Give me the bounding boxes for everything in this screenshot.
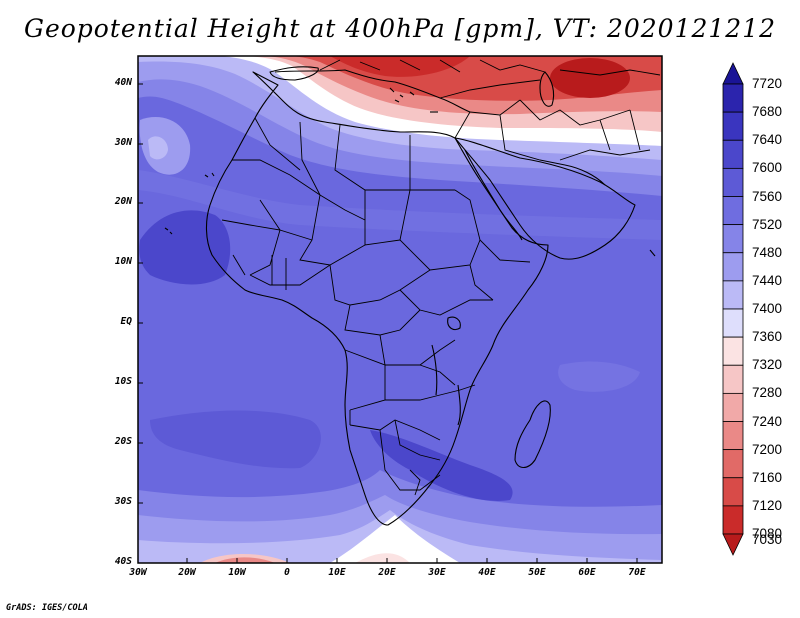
canaries — [204, 172, 215, 178]
colorbar-top-arrow — [722, 62, 744, 85]
coastlines — [164, 66, 656, 526]
lon-label-40e: 40E — [478, 567, 496, 578]
colorbar-segment — [722, 167, 744, 197]
light-patch-east — [558, 361, 640, 392]
band-warm4 — [330, 56, 470, 77]
colorbar-segment — [722, 364, 744, 394]
colorbar-label: 7640 — [752, 132, 783, 148]
colorbar-segment — [722, 196, 744, 226]
lat-label-eq: EQ — [120, 316, 132, 327]
colorbar-label: 7320 — [752, 357, 783, 373]
lon-label-20w: 20W — [178, 567, 196, 578]
lon-label-0: 0 — [284, 567, 290, 578]
lat-label-30s: 30S — [114, 496, 132, 507]
lon-label-20e: 20E — [378, 567, 396, 578]
lon-label-70e: 70E — [628, 567, 646, 578]
lake-victoria — [447, 316, 461, 331]
red-sea — [464, 149, 523, 241]
lon-label-10w: 10W — [228, 567, 246, 578]
lat-label-10n: 10N — [114, 256, 132, 267]
lon-label-30w: 30W — [129, 567, 147, 578]
caspian — [539, 71, 555, 107]
colorbar-label: 7520 — [752, 216, 783, 232]
colorbar — [722, 62, 744, 556]
colorbar-segment — [722, 308, 744, 338]
south-band-white — [330, 515, 460, 563]
colorbar-label: 7560 — [752, 188, 783, 204]
colorbar-segment — [722, 280, 744, 310]
lat-label-10s: 10S — [114, 376, 132, 387]
colorbar-segment — [722, 139, 744, 169]
axis-ticks — [138, 83, 638, 563]
colorbar-label: 7440 — [752, 272, 783, 288]
credit-text: GrADS: IGES/COLA — [6, 603, 88, 613]
colorbar-label: 7280 — [752, 385, 783, 401]
lat-label-40n: 40N — [114, 77, 132, 88]
colorbar-segment — [722, 505, 744, 535]
madagascar — [514, 400, 551, 469]
colorbar-segment — [722, 477, 744, 507]
mediterranean-north — [274, 69, 471, 113]
lon-label-10e: 10E — [328, 567, 346, 578]
light-patch-nw-inner — [148, 136, 168, 160]
low-center-north — [550, 58, 630, 98]
colorbar-label: 7200 — [752, 441, 783, 457]
colorbar-segment — [722, 421, 744, 451]
lon-label-60e: 60E — [578, 567, 596, 578]
colorbar-label: 7030 — [752, 532, 783, 547]
lake-malawi — [457, 384, 461, 426]
chart-title: Geopotential Height at 400hPa [gpm], VT:… — [23, 14, 777, 43]
lat-label-20s: 20S — [114, 436, 132, 447]
arabia — [454, 137, 636, 260]
colorbar-label: 7680 — [752, 104, 783, 120]
colorbar-segment — [722, 224, 744, 254]
sri-lanka-area — [649, 249, 656, 257]
lon-label-30e: 30E — [428, 567, 446, 578]
south-warm2 — [215, 557, 275, 563]
colorbar-label: 7720 — [752, 76, 783, 91]
trough-west-africa — [139, 210, 231, 285]
plot-frame — [137, 55, 663, 564]
colorbar-label: 7120 — [752, 497, 783, 513]
colorbar-label: 7400 — [752, 301, 783, 316]
lat-label-20n: 20N — [114, 196, 132, 207]
colorbar-segment — [722, 111, 744, 141]
greek-islands — [389, 87, 415, 103]
mid-band-1 — [138, 170, 662, 240]
colorbar-label: 7080 — [752, 526, 783, 541]
colorbar-label: 7360 — [752, 329, 783, 345]
colorbar-label: 7600 — [752, 160, 783, 176]
iberia — [269, 66, 319, 81]
colorbar-label: 7480 — [752, 244, 783, 260]
colorbar-segment — [722, 252, 744, 282]
colorbar-bottom-arrow — [722, 533, 744, 556]
colorbar-segment — [722, 83, 744, 113]
trough-south-atlantic — [150, 410, 321, 469]
persian-gulf — [564, 164, 606, 186]
lat-label-30n: 30N — [114, 137, 132, 148]
lat-label-40s: 40S — [114, 556, 132, 567]
south-warm3 — [355, 553, 410, 563]
colorbar-segment — [722, 336, 744, 366]
cape-verde — [164, 227, 173, 235]
colorbar-label: 7240 — [752, 413, 783, 429]
country-borders — [221, 59, 661, 496]
colorbar-label: 7160 — [752, 469, 783, 485]
lake-tanganyika — [431, 344, 438, 396]
colorbar-segment — [722, 392, 744, 422]
lon-label-50e: 50E — [528, 567, 546, 578]
colorbar-segment — [722, 449, 744, 479]
